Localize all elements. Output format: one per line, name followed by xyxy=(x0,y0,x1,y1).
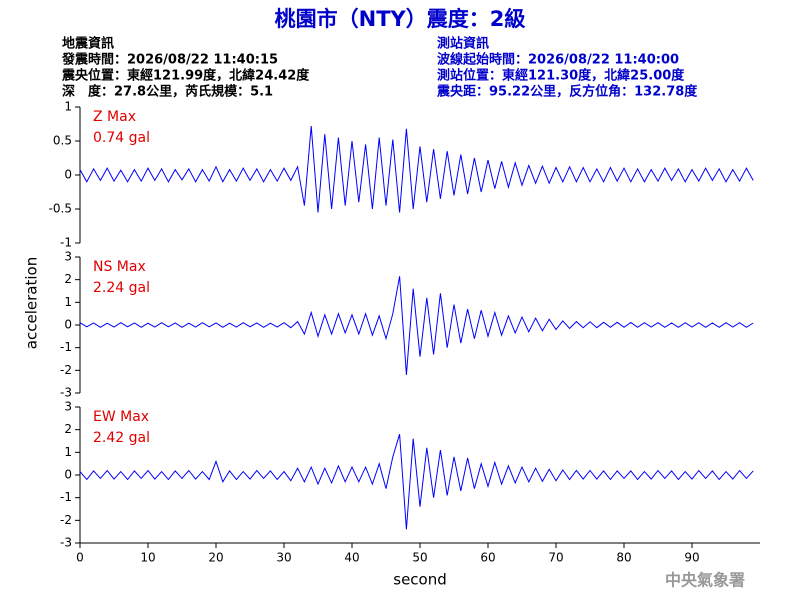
y-tick-label: 3 xyxy=(64,400,72,414)
y-tick-label: 0 xyxy=(64,468,72,482)
info-line: 深 度：27.8公里，芮氏規模：5.1 xyxy=(62,84,273,100)
y-tick-label: -3 xyxy=(60,386,72,400)
x-tick-label: 40 xyxy=(344,551,359,565)
y-axis-label: acceleration xyxy=(23,257,41,349)
info-line: 發震時間：2026/08/22 11:40:15 xyxy=(61,52,278,68)
y-tick-label: -1 xyxy=(60,340,72,354)
y-tick-label: -2 xyxy=(60,363,72,377)
panel-max: 2.24 gal xyxy=(93,280,150,296)
x-tick-label: 70 xyxy=(548,551,563,565)
x-tick-label: 30 xyxy=(276,551,291,565)
x-tick-label: 20 xyxy=(208,551,223,565)
y-tick-label: 2 xyxy=(64,422,72,436)
y-tick-label: 1 xyxy=(64,445,72,459)
y-tick-label: -1 xyxy=(60,490,72,504)
info-line: 測站位置：東經121.30度，北緯25.00度 xyxy=(437,68,685,84)
info-line: 波線起始時間：2026/08/22 11:40:00 xyxy=(437,52,679,68)
y-tick-label: 1 xyxy=(64,100,72,114)
info-line: 震央位置：東經121.99度，北緯24.42度 xyxy=(61,68,310,84)
x-tick-label: 0 xyxy=(76,551,84,565)
panel-label: NS Max xyxy=(93,259,146,275)
y-tick-label: 0 xyxy=(64,318,72,332)
title: 桃園市（NTY）震度：2級 xyxy=(275,7,526,31)
y-tick-label: 2 xyxy=(64,272,72,286)
panel-label: EW Max xyxy=(93,409,149,425)
info-right: 測站資訊 波線起始時間：2026/08/22 11:40:00 測站位置：東經1… xyxy=(436,36,698,100)
y-tick-label: -0.5 xyxy=(49,202,72,216)
y-tick-label: 3 xyxy=(64,250,72,264)
y-tick-label: -2 xyxy=(60,513,72,527)
info-line: 震央距：95.22公里，反方位角：132.78度 xyxy=(436,84,698,100)
info-line: 測站資訊 xyxy=(437,36,489,52)
x-tick-label: 60 xyxy=(480,551,495,565)
waveform xyxy=(79,125,754,213)
y-tick-label: -3 xyxy=(60,536,72,550)
info-line: 地震資訊 xyxy=(62,36,114,52)
waveform xyxy=(79,276,754,375)
panel-label: Z Max xyxy=(93,109,136,125)
x-tick-label: 90 xyxy=(684,551,699,565)
y-tick-label: 1 xyxy=(64,295,72,309)
x-tick-label: 50 xyxy=(412,551,427,565)
panel-max: 2.42 gal xyxy=(93,430,150,446)
x-axis-label: second xyxy=(393,571,447,589)
x-tick-label: 80 xyxy=(616,551,631,565)
panel-max: 0.74 gal xyxy=(93,130,150,146)
footer: 中央氣象署 xyxy=(665,571,745,590)
y-tick-label: -1 xyxy=(60,236,72,250)
y-tick-label: 0 xyxy=(64,168,72,182)
waveform xyxy=(79,434,754,530)
info-left: 地震資訊 發震時間：2026/08/22 11:40:15 震央位置：東經121… xyxy=(61,36,310,100)
x-tick-label: 10 xyxy=(140,551,155,565)
y-tick-label: 0.5 xyxy=(53,134,72,148)
